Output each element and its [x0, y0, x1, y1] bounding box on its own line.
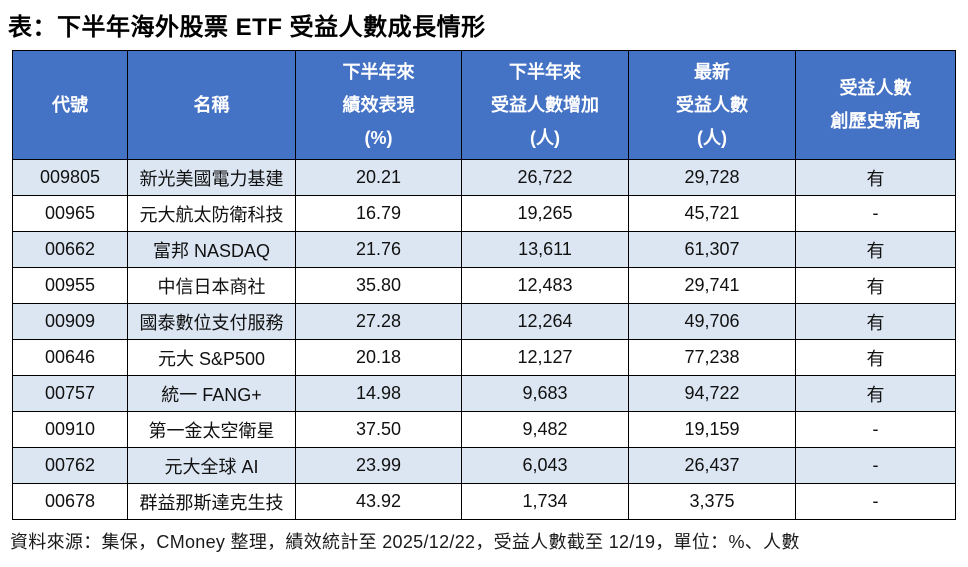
table-row: 00646 元大 S&P500 20.18 12,127 77,238 有	[12, 339, 956, 376]
table-cell-record: 有	[795, 231, 956, 268]
table-cell-code: 00646	[12, 339, 128, 376]
table-row: 00678 群益那斯達克生技 43.92 1,734 3,375-	[12, 483, 956, 520]
column-header-line: (人)	[697, 127, 727, 148]
table-cell-code: 00910	[12, 411, 128, 448]
column-header-code: 代號	[12, 50, 128, 160]
table-cell-increase: 1,734	[461, 483, 629, 520]
table-cell-code: 009805	[12, 159, 128, 196]
column-header-name: 名稱	[127, 50, 296, 160]
table-cell-latest: 29,741	[628, 267, 796, 304]
table-header-row: 代號 名稱 下半年來績效表現 (%) 下半年來受益人數增加 (人) 最新受益人數 (人) 受益人…	[12, 50, 956, 160]
table-row: 00965 元大航太防衛科技 16.79 19,265 45,721-	[12, 195, 956, 232]
table-cell-record: -	[795, 483, 956, 520]
table-cell-name: 國泰數位支付服務	[127, 303, 296, 340]
table-cell-latest: 26,437	[628, 447, 796, 484]
table-body: 009805 新光美國電力基建 20.21 26,722 29,728 有 00965 元大航…	[12, 159, 956, 520]
table-row: 00762 元大全球 AI 23.99 6,043 26,437-	[12, 447, 956, 484]
table-cell-name: 統一 FANG+	[127, 375, 296, 412]
table-cell-latest: 3,375	[628, 483, 796, 520]
column-header-record: 受益人數 創歷史新高	[795, 50, 956, 160]
column-header-line: 最新	[694, 61, 730, 82]
table-cell-increase: 13,611	[461, 231, 629, 268]
table-row: 00909 國泰數位支付服務 27.28 12,264 49,706 有	[12, 303, 956, 340]
table-cell-code: 00662	[12, 231, 128, 268]
table-cell-code: 00678	[12, 483, 128, 520]
column-header-line: 受益人數增加	[491, 94, 599, 115]
table-cell-record: 有	[795, 303, 956, 340]
table-row: 00757 統一 FANG+ 14.98 9,683 94,722 有	[12, 375, 956, 412]
column-header-perf: 下半年來績效表現 (%)	[295, 50, 462, 160]
column-header-line: 受益人數	[676, 94, 748, 115]
column-header-latest: 最新受益人數 (人)	[628, 50, 796, 160]
table-cell-latest: 49,706	[628, 303, 796, 340]
table-row: 00910 第一金太空衛星 37.50 9,482 19,159-	[12, 411, 956, 448]
table-cell-record: 有	[795, 375, 956, 412]
table-cell-name: 第一金太空衛星	[127, 411, 296, 448]
table-cell-name: 元大全球 AI	[127, 447, 296, 484]
table-cell-name: 元大 S&P500	[127, 339, 296, 376]
table-cell-perf: 20.21	[295, 159, 462, 196]
table-cell-perf: 23.99	[295, 447, 462, 484]
table-header: 代號 名稱 下半年來績效表現 (%) 下半年來受益人數增加 (人) 最新受益人數 (人) 受益人…	[12, 50, 956, 160]
table-cell-increase: 12,264	[461, 303, 629, 340]
table-cell-code: 00955	[12, 267, 128, 304]
column-header-line: 受益人數	[839, 78, 912, 98]
table-cell-name: 富邦 NASDAQ	[127, 231, 296, 268]
table-cell-latest: 94,722	[628, 375, 796, 412]
table-cell-perf: 35.80	[295, 267, 462, 304]
column-header-line: 績效表現	[342, 94, 415, 115]
table-row: 009805 新光美國電力基建 20.21 26,722 29,728 有	[12, 159, 956, 196]
column-header-line: (人)	[530, 127, 560, 148]
column-header-line: 創歷史新高	[830, 111, 921, 131]
table-cell-increase: 12,127	[461, 339, 629, 376]
table-cell-latest: 29,728	[628, 159, 796, 196]
table-cell-increase: 9,683	[461, 375, 629, 412]
table-cell-perf: 43.92	[295, 483, 462, 520]
etf-table: 代號 名稱 下半年來績效表現 (%) 下半年來受益人數增加 (人) 最新受益人數 (人) 受益人…	[12, 50, 956, 520]
table-cell-perf: 27.28	[295, 303, 462, 340]
table-cell-code: 00909	[12, 303, 128, 340]
table-cell-latest: 19,159	[628, 411, 796, 448]
table-cell-record: 有	[795, 267, 956, 304]
table-cell-increase: 19,265	[461, 195, 629, 232]
table-row: 00662 富邦 NASDAQ 21.76 13,611 61,307 有	[12, 231, 956, 268]
table-cell-name: 群益那斯達克生技	[127, 483, 296, 520]
table-cell-latest: 77,238	[628, 339, 796, 376]
table-row: 00955 中信日本商社 35.80 12,483 29,741 有	[12, 267, 956, 304]
table-cell-perf: 16.79	[295, 195, 462, 232]
table-cell-latest: 61,307	[628, 231, 796, 268]
column-header-increase: 下半年來受益人數增加 (人)	[461, 50, 629, 160]
table-cell-record: 有	[795, 339, 956, 376]
table-cell-name: 中信日本商社	[127, 267, 296, 304]
column-header-line: 下半年來	[342, 61, 415, 82]
table-cell-latest: 45,721	[628, 195, 796, 232]
table-cell-perf: 20.18	[295, 339, 462, 376]
table-cell-increase: 6,043	[461, 447, 629, 484]
table-cell-record: -	[795, 195, 956, 232]
table-cell-name: 元大航太防衛科技	[127, 195, 296, 232]
table-cell-code: 00757	[12, 375, 128, 412]
column-header-line: 名稱	[193, 94, 230, 115]
table-cell-record: -	[795, 447, 956, 484]
table-cell-record: -	[795, 411, 956, 448]
column-header-line: 下半年來	[509, 61, 581, 82]
page-title: 表：下半年海外股票 ETF 受益人數成長情形	[8, 14, 486, 41]
table-cell-perf: 14.98	[295, 375, 462, 412]
table-cell-increase: 9,482	[461, 411, 629, 448]
column-header-line: 代號	[52, 94, 88, 115]
table-cell-record: 有	[795, 159, 956, 196]
table-cell-increase: 26,722	[461, 159, 629, 196]
table-cell-code: 00965	[12, 195, 128, 232]
table-cell-code: 00762	[12, 447, 128, 484]
table-cell-perf: 37.50	[295, 411, 462, 448]
column-header-line: (%)	[364, 127, 393, 148]
table-cell-increase: 12,483	[461, 267, 629, 304]
table-cell-name: 新光美國電力基建	[127, 159, 296, 196]
table-cell-perf: 21.76	[295, 231, 462, 268]
source-note: 資料來源：集保，CMoney 整理，績效統計至 2025/12/22，受益人數截…	[10, 532, 800, 552]
